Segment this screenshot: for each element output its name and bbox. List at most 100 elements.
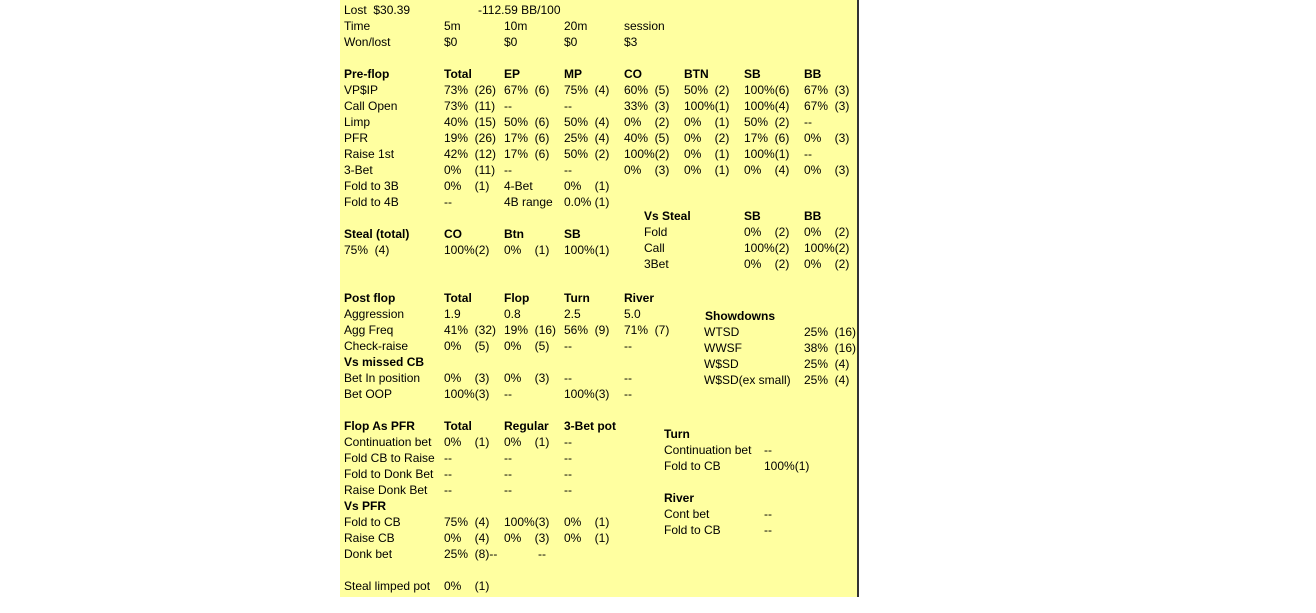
stat-heading: Vs Steal xyxy=(644,209,691,223)
stat-text: Fold CB to Raise xyxy=(344,451,435,465)
stat-text: 100%(6) xyxy=(744,83,790,97)
stat-text: 4B range xyxy=(504,195,553,209)
stat-text: 17% (6) xyxy=(504,147,550,161)
stat-text: -- xyxy=(564,371,572,385)
stat-heading: Btn xyxy=(504,227,524,241)
stat-text: 75% (4) xyxy=(344,243,390,257)
stat-text: Call Open xyxy=(344,99,398,113)
stat-text: -- xyxy=(564,467,572,481)
stat-text: Steal limped pot xyxy=(344,579,431,593)
stat-text: Fold xyxy=(644,225,668,239)
stat-text: 0% (5) xyxy=(444,339,490,353)
stat-text: 25% (4) xyxy=(804,373,850,387)
stat-text: Call xyxy=(644,241,665,255)
stat-text: 50% (2) xyxy=(744,115,790,129)
stat-text: W$SD(ex small) xyxy=(704,373,791,387)
stat-heading: SB xyxy=(744,67,761,81)
stat-text: 0% (2) xyxy=(684,131,730,145)
stat-text: 0.8 xyxy=(504,307,521,321)
stat-text: 0% (2) xyxy=(804,257,850,271)
stat-text: Bet OOP xyxy=(344,387,393,401)
stat-text: $0 xyxy=(504,35,518,49)
stat-text: 100%(2) xyxy=(804,241,850,255)
stat-heading: SB xyxy=(564,227,581,241)
stat-heading: SB xyxy=(744,209,761,223)
stat-text: -- xyxy=(504,387,512,401)
stat-text: 0% (3) xyxy=(804,163,850,177)
stat-text: 25% (16) xyxy=(804,325,857,339)
stat-text: 50% (2) xyxy=(564,147,610,161)
stat-text: 67% (6) xyxy=(504,83,550,97)
stat-text: Continuation bet xyxy=(664,443,752,457)
stat-text: Continuation bet xyxy=(344,435,432,449)
stat-text: 0% (1) xyxy=(684,115,730,129)
stat-text: -- xyxy=(804,147,812,161)
stat-text: 0% (5) xyxy=(504,339,550,353)
stat-text: 0% (2) xyxy=(624,115,670,129)
stat-text: 2.5 xyxy=(564,307,581,321)
stat-text: Fold to CB xyxy=(664,523,721,537)
stat-text: Raise 1st xyxy=(344,147,395,161)
stat-text: -- xyxy=(624,339,632,353)
stat-text: 100%(2) xyxy=(624,147,670,161)
stat-text: Donk bet xyxy=(344,547,393,561)
stat-text: 25% (4) xyxy=(564,131,610,145)
stat-text: 75% (4) xyxy=(564,83,610,97)
stat-text: -- xyxy=(504,483,512,497)
stat-text: 38% (16) xyxy=(804,341,857,355)
stat-text: -- xyxy=(504,467,512,481)
stat-text: 42% (12) xyxy=(444,147,497,161)
stat-text: 0% (2) xyxy=(804,225,850,239)
stat-text: 0% (4) xyxy=(444,531,490,545)
stat-text: 0% (3) xyxy=(624,163,670,177)
stat-text: -- xyxy=(564,163,572,177)
stat-text: Raise CB xyxy=(344,531,395,545)
stat-heading: MP xyxy=(564,67,582,81)
stat-text: Fold to CB xyxy=(664,459,721,473)
stat-text: Won/lost xyxy=(344,35,391,49)
stat-heading: Pre-flop xyxy=(344,67,390,81)
stat-text: 0% (1) xyxy=(504,243,550,257)
stat-heading: Turn xyxy=(664,427,690,441)
stat-text: 100%(2) xyxy=(444,243,490,257)
stat-text: 0% (1) xyxy=(564,531,610,545)
stat-text: 10m xyxy=(504,19,528,33)
stat-text: 100%(3) xyxy=(564,387,610,401)
stat-heading: BTN xyxy=(684,67,709,81)
stat-text: Fold to Donk Bet xyxy=(344,467,434,481)
stat-text: -- xyxy=(444,451,452,465)
stat-heading: River xyxy=(664,491,695,505)
stat-text: 0% (1) xyxy=(444,179,490,193)
stat-text: $0 xyxy=(564,35,578,49)
stat-text: 67% (3) xyxy=(804,99,850,113)
stat-text: 100%(4) xyxy=(744,99,790,113)
stat-text: 0% (4) xyxy=(744,163,790,177)
stat-heading: EP xyxy=(504,67,521,81)
stat-heading: BB xyxy=(804,209,822,223)
stat-text: 0% (11) xyxy=(444,163,496,177)
stat-text: 73% (11) xyxy=(444,99,496,113)
stat-text: 0% (1) xyxy=(444,435,490,449)
stat-text: Agg Freq xyxy=(344,323,394,337)
stat-text: Time xyxy=(344,19,371,33)
stat-text: 0% (3) xyxy=(504,531,550,545)
stat-text: 100%(1) xyxy=(764,459,810,473)
stat-text: 100%(2) xyxy=(744,241,790,255)
stat-text: Limp xyxy=(344,115,371,129)
stat-text: WTSD xyxy=(704,325,740,339)
stat-text: 50% (6) xyxy=(504,115,550,129)
stat-text: 50% (4) xyxy=(564,115,610,129)
stat-text: Fold to 3B xyxy=(344,179,399,193)
stat-text: VP$IP xyxy=(344,83,379,97)
stat-text: 0% (3) xyxy=(504,371,550,385)
stat-text: 0% (1) xyxy=(684,163,730,177)
stat-heading: Total xyxy=(444,291,472,305)
stat-text: 0% (1) xyxy=(504,435,550,449)
stat-text: session xyxy=(624,19,665,33)
stat-text: 1.9 xyxy=(444,307,461,321)
stat-text: -- xyxy=(764,443,772,457)
stat-text: 100%(1) xyxy=(744,147,790,161)
stat-text: 0% (1) xyxy=(684,147,730,161)
stat-heading: Showdowns xyxy=(705,309,775,323)
stat-text: 20m xyxy=(564,19,588,33)
